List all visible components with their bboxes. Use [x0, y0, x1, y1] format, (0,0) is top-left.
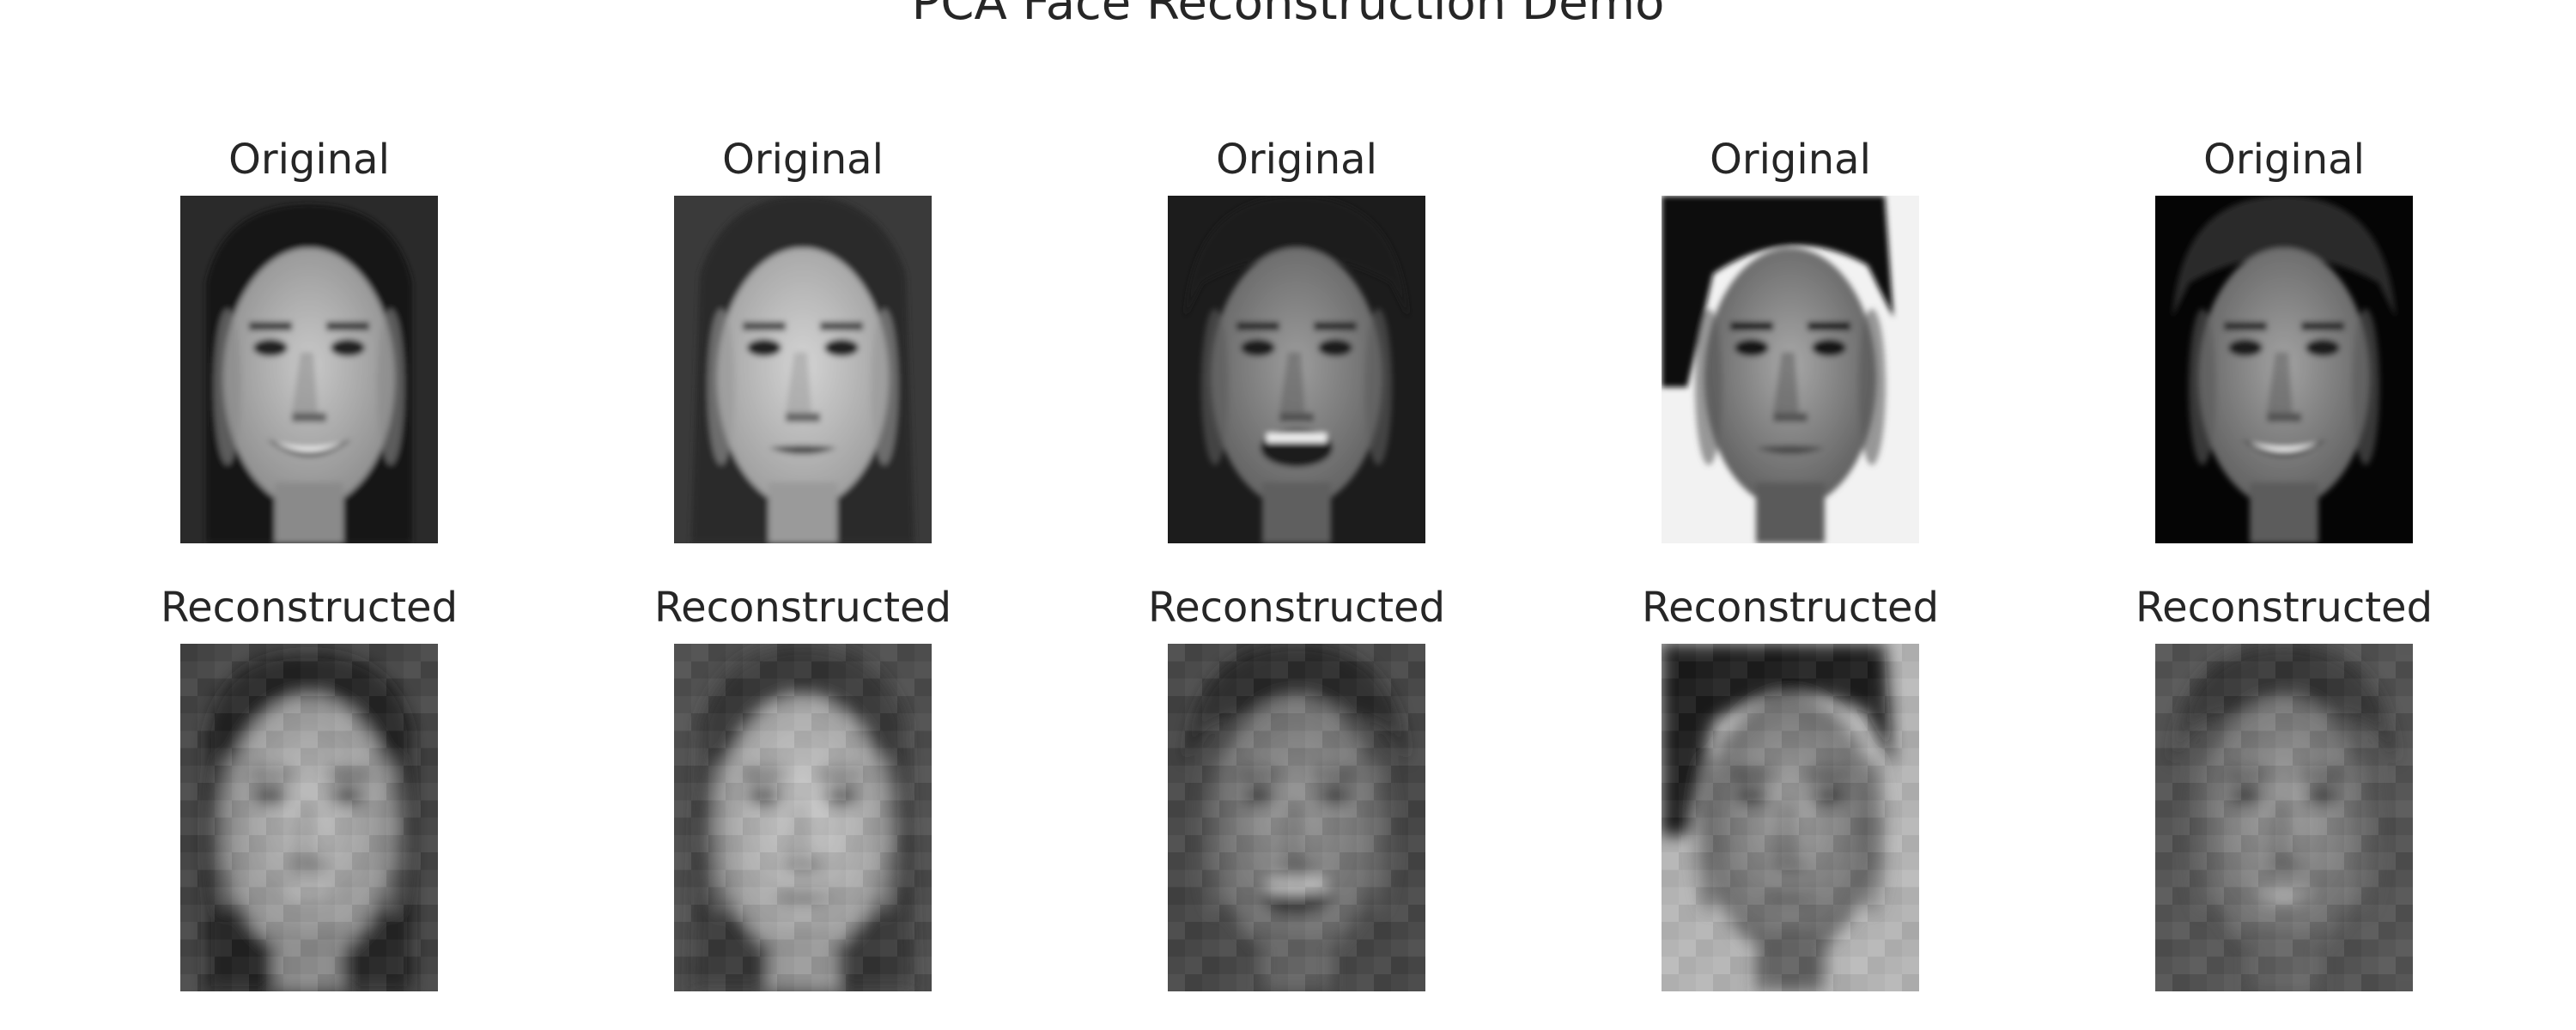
face-image-reconstructed-5	[2155, 644, 2413, 991]
reconstructed-title: Reconstructed	[160, 584, 459, 632]
original-title: Original	[1216, 136, 1377, 184]
face-image-reconstructed-4	[1662, 644, 1919, 991]
reconstructed-title: Reconstructed	[2135, 584, 2433, 632]
original-title: Original	[1710, 136, 1871, 184]
face-image-reconstructed-1	[180, 644, 438, 991]
face-image-reconstructed-2	[674, 644, 932, 991]
face-image-original-2	[674, 196, 932, 543]
reconstructed-title: Reconstructed	[1147, 584, 1446, 632]
figure-title: PCA Face Reconstruction Demo	[911, 0, 1665, 31]
original-title: Original	[722, 136, 884, 184]
reconstructed-title: Reconstructed	[1641, 584, 1940, 632]
face-image-original-4	[1662, 196, 1919, 543]
face-image-original-3	[1168, 196, 1425, 543]
face-image-original-1	[180, 196, 438, 543]
original-title: Original	[2203, 136, 2365, 184]
reconstructed-title: Reconstructed	[653, 584, 952, 632]
original-title: Original	[228, 136, 390, 184]
face-image-original-5	[2155, 196, 2413, 543]
face-image-reconstructed-3	[1168, 644, 1425, 991]
